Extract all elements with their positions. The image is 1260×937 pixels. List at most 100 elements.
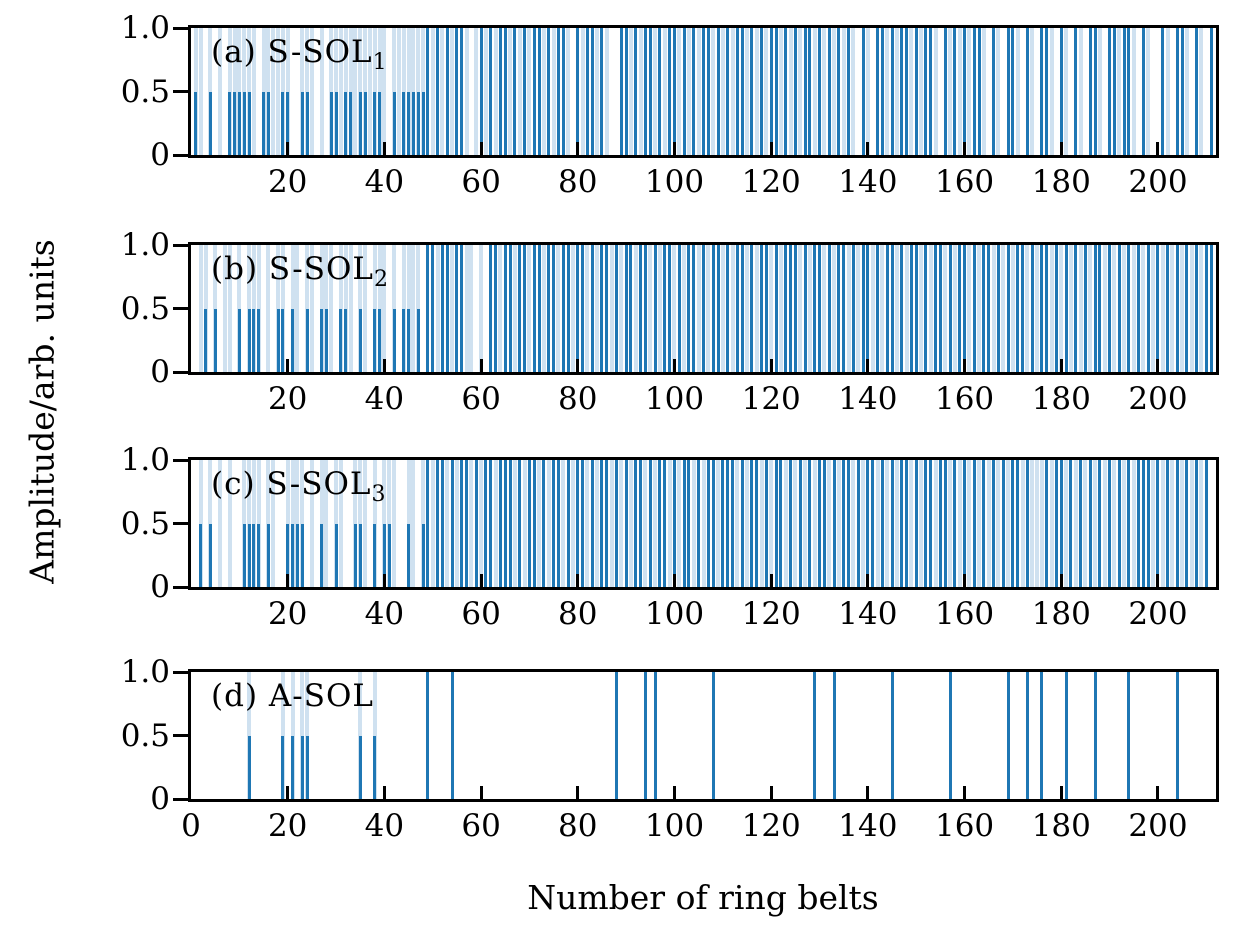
dark-bar — [813, 672, 817, 799]
pale-bar — [338, 245, 343, 372]
y-tick — [173, 797, 188, 801]
pale-bar — [454, 460, 459, 587]
pale-bar — [1151, 460, 1156, 587]
dark-bar — [711, 245, 715, 372]
pale-bar — [648, 245, 653, 372]
dark-bar — [818, 245, 822, 372]
pale-bar — [1035, 460, 1040, 587]
dark-bar — [1064, 672, 1068, 799]
dark-bar — [508, 245, 512, 372]
pale-bar — [309, 460, 314, 587]
pale-bar — [430, 460, 435, 587]
dark-bar — [996, 245, 1000, 372]
dark-bar — [1195, 460, 1199, 587]
pale-bar — [479, 460, 484, 587]
dark-bar — [286, 524, 290, 587]
dark-bar — [228, 92, 232, 155]
pale-bar — [382, 245, 387, 372]
dark-bar — [1069, 460, 1073, 587]
pale-bar — [778, 28, 783, 155]
dark-bar — [672, 28, 676, 155]
pale-bar — [1020, 460, 1025, 587]
pale-bar — [247, 245, 252, 372]
pale-bar — [300, 28, 305, 155]
dark-bar — [890, 245, 894, 372]
y-tick-label: 0.5 — [120, 290, 170, 327]
x-tick-label: 20 — [267, 381, 308, 417]
dark-bar — [798, 460, 802, 587]
dark-bar — [934, 245, 938, 372]
dark-bar — [247, 309, 251, 372]
pale-bar — [957, 460, 962, 587]
dark-bar — [847, 28, 851, 155]
x-tick — [672, 574, 676, 587]
dark-bar — [426, 672, 430, 799]
x-tick — [286, 142, 290, 155]
dark-bar — [1209, 245, 1213, 372]
dark-bar — [750, 460, 754, 587]
dark-bar — [1045, 28, 1049, 155]
pale-bar — [1131, 28, 1136, 155]
dark-bar — [291, 309, 295, 372]
pale-bar — [537, 460, 542, 587]
dark-bar — [740, 245, 744, 372]
dark-bar — [1112, 28, 1116, 155]
pale-bar — [1030, 460, 1035, 587]
dark-bar — [320, 309, 324, 372]
dark-bar — [914, 245, 918, 372]
pale-bar — [527, 245, 532, 372]
dark-bar — [407, 309, 411, 372]
dark-bar — [252, 524, 256, 587]
dark-bar — [1195, 28, 1199, 155]
pale-bar — [653, 28, 658, 155]
pale-bar — [1093, 460, 1098, 587]
pale-bar — [401, 245, 406, 372]
pale-bar — [595, 460, 600, 587]
pale-bar — [440, 28, 445, 155]
y-tick — [173, 370, 188, 374]
dark-bar — [286, 92, 290, 155]
dark-bar — [542, 460, 546, 587]
dark-bar — [344, 92, 348, 155]
dark-bar — [392, 309, 396, 372]
dark-bar — [426, 28, 430, 155]
dark-bar — [498, 460, 502, 587]
x-tick — [479, 142, 483, 155]
pale-bar — [1102, 245, 1107, 372]
x-tick-label: 20 — [267, 164, 308, 200]
y-tick-label: 0 — [150, 569, 170, 605]
dark-bar — [774, 460, 778, 587]
dark-bar — [353, 524, 357, 587]
pale-bar — [1189, 460, 1194, 587]
dark-bar — [1021, 245, 1025, 372]
pale-bar — [324, 245, 329, 372]
pale-bar — [1078, 28, 1083, 155]
dark-bar — [344, 309, 348, 372]
pale-bar — [517, 28, 522, 155]
dark-bar — [208, 92, 212, 155]
pale-bar — [706, 245, 711, 372]
dark-bar — [702, 245, 705, 372]
pale-bar — [290, 460, 295, 587]
pale-bar — [305, 245, 310, 372]
x-tick — [769, 574, 773, 587]
dark-bar — [1195, 245, 1199, 372]
pale-bar — [319, 28, 324, 155]
pale-bar — [977, 460, 982, 587]
dark-bar — [1001, 460, 1005, 587]
dark-bar — [624, 245, 628, 372]
dark-bar — [532, 245, 536, 372]
x-tick — [866, 359, 870, 372]
pale-bar — [358, 28, 363, 155]
pale-bar — [566, 28, 571, 155]
pale-bar — [285, 460, 290, 587]
pale-bar — [421, 460, 426, 587]
pale-bar — [691, 460, 696, 587]
x-tick — [672, 142, 676, 155]
pale-bar — [1015, 28, 1020, 155]
dark-bar — [266, 92, 270, 155]
dark-bar — [247, 92, 251, 155]
dark-bar — [518, 460, 522, 587]
dark-bar — [320, 524, 324, 587]
panel-label-a-text: (a) S-SOL — [211, 34, 373, 70]
